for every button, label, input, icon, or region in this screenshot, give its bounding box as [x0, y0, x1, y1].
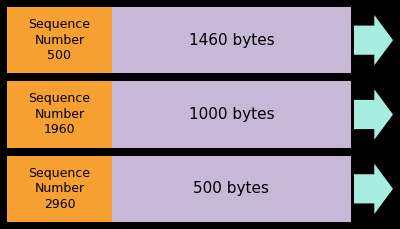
Text: Sequence
Number
2960: Sequence Number 2960 [28, 167, 90, 211]
Text: Sequence
Number
500: Sequence Number 500 [28, 18, 90, 62]
Polygon shape [354, 164, 393, 214]
Polygon shape [354, 15, 393, 65]
Polygon shape [354, 89, 393, 140]
Bar [112, 7, 351, 73]
Bar [7, 81, 112, 148]
Text: 500 bytes: 500 bytes [194, 181, 270, 196]
Bar [7, 156, 112, 222]
Text: Sequence
Number
1960: Sequence Number 1960 [28, 93, 90, 136]
Bar [112, 156, 351, 222]
Bar [112, 81, 351, 148]
Text: 1460 bytes: 1460 bytes [188, 33, 274, 48]
Bar [7, 7, 112, 73]
Text: 1000 bytes: 1000 bytes [189, 107, 274, 122]
